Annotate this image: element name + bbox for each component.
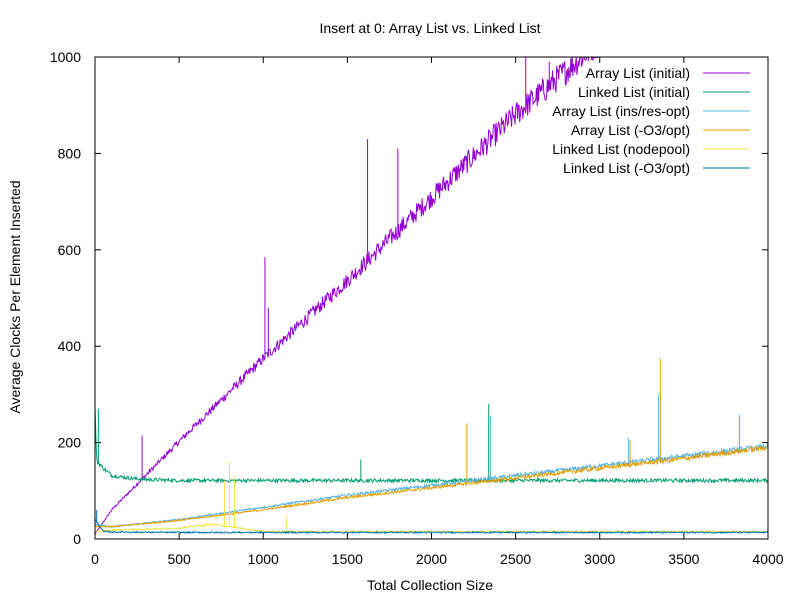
x-tick-label: 1000 <box>248 551 279 567</box>
series-layer <box>95 57 768 535</box>
series-line <box>95 405 768 485</box>
legend-label: Linked List (initial) <box>578 84 690 100</box>
legend: Array List (initial) Linked List (initial… <box>552 65 750 176</box>
series-line <box>95 518 768 535</box>
chart-title: Insert at 0: Array List vs. Linked List <box>320 20 541 36</box>
legend-item: Linked List (nodepool) <box>552 141 750 157</box>
legend-label: Linked List (-O3/opt) <box>563 160 690 176</box>
x-tick-label: 0 <box>91 551 99 567</box>
series-6 <box>95 510 768 535</box>
x-tick-label: 3000 <box>584 551 615 567</box>
series-5 <box>95 461 768 534</box>
legend-item: Linked List (initial) <box>578 84 750 100</box>
y-tick-label: 200 <box>58 435 82 451</box>
legend-item: Linked List (-O3/opt) <box>563 160 750 176</box>
series-line <box>95 57 598 535</box>
y-tick-label: 800 <box>58 145 82 161</box>
series-line <box>95 522 768 534</box>
x-tick-label: 2000 <box>416 551 447 567</box>
x-tick-label: 2500 <box>500 551 531 567</box>
legend-label: Linked List (nodepool) <box>552 141 690 157</box>
y-tick-label: 600 <box>58 242 82 258</box>
legend-label: Array List (ins/res-opt) <box>552 103 690 119</box>
x-tick-label: 4000 <box>752 551 783 567</box>
x-axis-label: Total Collection Size <box>367 577 493 593</box>
series-2 <box>95 404 768 485</box>
series-line <box>95 442 768 529</box>
legend-item: Array List (ins/res-opt) <box>552 103 750 119</box>
y-tick-label: 400 <box>58 338 82 354</box>
x-tick-label: 3500 <box>668 551 699 567</box>
legend-label: Array List (initial) <box>586 65 690 81</box>
series-line <box>95 445 768 529</box>
y-tick-label: 0 <box>73 531 81 547</box>
y-tick-label: 1000 <box>50 49 81 65</box>
y-axis-label: Average Clocks Per Element Inserted <box>7 180 23 413</box>
legend-item: Array List (initial) <box>586 65 750 81</box>
series-3 <box>95 394 768 529</box>
legend-item: Array List (-O3/opt) <box>571 122 750 138</box>
x-tick-label: 500 <box>167 551 191 567</box>
series-1 <box>95 57 598 535</box>
axes-layer: 0 500 1000 1500 2000 2500 3000 3500 4000 0 200 400 6… <box>50 49 784 567</box>
series-4 <box>95 358 768 529</box>
legend-label: Array List (-O3/opt) <box>571 122 690 138</box>
x-tick-label: 1500 <box>332 551 363 567</box>
